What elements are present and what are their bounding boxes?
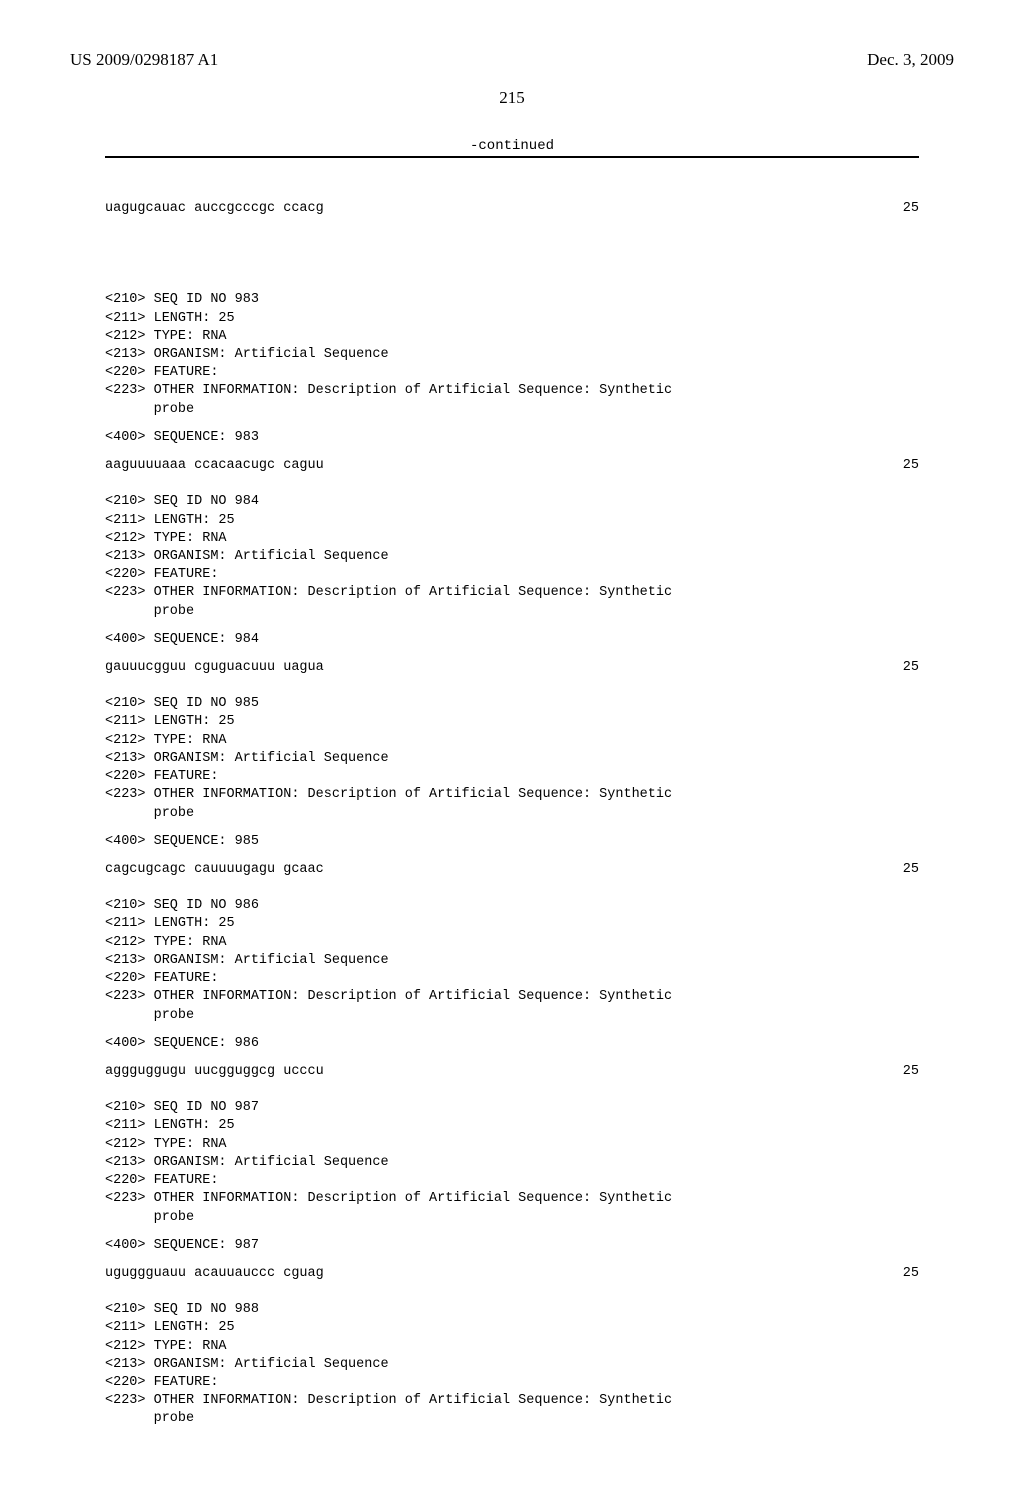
meta-line: <210> SEQ ID NO 984 xyxy=(105,493,919,511)
meta-line: <220> FEATURE: xyxy=(105,768,919,786)
meta-line: <210> SEQ ID NO 983 xyxy=(105,291,919,309)
small-gap xyxy=(105,1053,919,1063)
meta-line: <223> OTHER INFORMATION: Description of … xyxy=(105,1392,919,1410)
meta-line: <210> SEQ ID NO 985 xyxy=(105,695,919,713)
page-number: 215 xyxy=(70,88,954,108)
first-sequence-row: uagugcauac auccgcccgc ccacg 25 xyxy=(105,200,919,218)
sequence-text: uguggguauu acauuauccc cguag xyxy=(105,1265,324,1283)
block-gap xyxy=(105,1081,919,1099)
sequence-header: <400> SEQUENCE: 984 xyxy=(105,631,919,649)
small-gap xyxy=(105,1025,919,1035)
meta-line: <210> SEQ ID NO 988 xyxy=(105,1301,919,1319)
sequence-length: 25 xyxy=(903,1265,919,1283)
meta-line: probe xyxy=(105,401,919,419)
meta-line: <223> OTHER INFORMATION: Description of … xyxy=(105,1190,919,1208)
block-gap xyxy=(105,677,919,695)
meta-line: probe xyxy=(105,1209,919,1227)
meta-line: <212> TYPE: RNA xyxy=(105,934,919,952)
sequence-header: <400> SEQUENCE: 986 xyxy=(105,1035,919,1053)
sequence-row: aggguggugu uucgguggcg ucccu 25 xyxy=(105,1063,919,1081)
meta-line: <220> FEATURE: xyxy=(105,364,919,382)
meta-line: <220> FEATURE: xyxy=(105,1172,919,1190)
sequence-text: uagugcauac auccgcccgc ccacg xyxy=(105,200,324,218)
meta-line: <220> FEATURE: xyxy=(105,970,919,988)
meta-line: <210> SEQ ID NO 986 xyxy=(105,897,919,915)
meta-line: <220> FEATURE: xyxy=(105,566,919,584)
continued-label: -continued xyxy=(105,138,919,158)
sequence-length: 25 xyxy=(903,200,919,218)
small-gap xyxy=(105,823,919,833)
header-row: US 2009/0298187 A1 Dec. 3, 2009 xyxy=(70,50,954,70)
meta-line: <213> ORGANISM: Artificial Sequence xyxy=(105,346,919,364)
small-gap xyxy=(105,649,919,659)
sequence-row: aaguuuuaaa ccacaacugc caguu 25 xyxy=(105,457,919,475)
sequence-header: <400> SEQUENCE: 983 xyxy=(105,429,919,447)
small-gap xyxy=(105,1255,919,1265)
meta-line: <212> TYPE: RNA xyxy=(105,530,919,548)
sequence-length: 25 xyxy=(903,659,919,677)
meta-line: <213> ORGANISM: Artificial Sequence xyxy=(105,952,919,970)
small-gap xyxy=(105,447,919,457)
sequence-row: cagcugcagc cauuuugagu gcaac 25 xyxy=(105,861,919,879)
doc-number: US 2009/0298187 A1 xyxy=(70,50,218,70)
meta-line: <212> TYPE: RNA xyxy=(105,328,919,346)
meta-line: probe xyxy=(105,805,919,823)
meta-line: <213> ORGANISM: Artificial Sequence xyxy=(105,750,919,768)
meta-line: <223> OTHER INFORMATION: Description of … xyxy=(105,988,919,1006)
block-gap xyxy=(105,879,919,897)
meta-line: <213> ORGANISM: Artificial Sequence xyxy=(105,1154,919,1172)
sequence-header: <400> SEQUENCE: 987 xyxy=(105,1237,919,1255)
meta-line: <220> FEATURE: xyxy=(105,1374,919,1392)
block-gap xyxy=(105,1283,919,1301)
meta-line: <223> OTHER INFORMATION: Description of … xyxy=(105,584,919,602)
meta-line: <212> TYPE: RNA xyxy=(105,732,919,750)
sequence-text: aggguggugu uucgguggcg ucccu xyxy=(105,1063,324,1081)
sequence-row: uguggguauu acauuauccc cguag 25 xyxy=(105,1265,919,1283)
sequence-length: 25 xyxy=(903,861,919,879)
doc-date: Dec. 3, 2009 xyxy=(867,50,954,70)
block-gap xyxy=(105,273,919,291)
meta-line: probe xyxy=(105,1007,919,1025)
block-gap xyxy=(105,475,919,493)
sequence-text: gauuucgguu cguguacuuu uagua xyxy=(105,659,324,677)
small-gap xyxy=(105,621,919,631)
meta-line: <223> OTHER INFORMATION: Description of … xyxy=(105,382,919,400)
sequence-row: gauuucgguu cguguacuuu uagua 25 xyxy=(105,659,919,677)
small-gap xyxy=(105,419,919,429)
page-container: US 2009/0298187 A1 Dec. 3, 2009 215 -con… xyxy=(0,0,1024,1505)
meta-line: <213> ORGANISM: Artificial Sequence xyxy=(105,548,919,566)
meta-line: probe xyxy=(105,1410,919,1428)
meta-line: <211> LENGTH: 25 xyxy=(105,915,919,933)
small-gap xyxy=(105,1227,919,1237)
sequence-header: <400> SEQUENCE: 985 xyxy=(105,833,919,851)
meta-line: <223> OTHER INFORMATION: Description of … xyxy=(105,786,919,804)
meta-line: <211> LENGTH: 25 xyxy=(105,713,919,731)
sequence-listing: uagugcauac auccgcccgc ccacg 25 <210> SEQ… xyxy=(105,164,919,1465)
sequence-text: aaguuuuaaa ccacaacugc caguu xyxy=(105,457,324,475)
sequence-text: cagcugcagc cauuuugagu gcaac xyxy=(105,861,324,879)
sequence-length: 25 xyxy=(903,457,919,475)
meta-line: <211> LENGTH: 25 xyxy=(105,310,919,328)
entries-mount: <210> SEQ ID NO 983<211> LENGTH: 25<212>… xyxy=(105,273,919,1428)
meta-line: <211> LENGTH: 25 xyxy=(105,1117,919,1135)
meta-line: <210> SEQ ID NO 987 xyxy=(105,1099,919,1117)
meta-line: probe xyxy=(105,603,919,621)
small-gap xyxy=(105,851,919,861)
sequence-length: 25 xyxy=(903,1063,919,1081)
meta-line: <212> TYPE: RNA xyxy=(105,1136,919,1154)
meta-line: <212> TYPE: RNA xyxy=(105,1338,919,1356)
meta-line: <211> LENGTH: 25 xyxy=(105,1319,919,1337)
meta-line: <211> LENGTH: 25 xyxy=(105,512,919,530)
meta-line: <213> ORGANISM: Artificial Sequence xyxy=(105,1356,919,1374)
